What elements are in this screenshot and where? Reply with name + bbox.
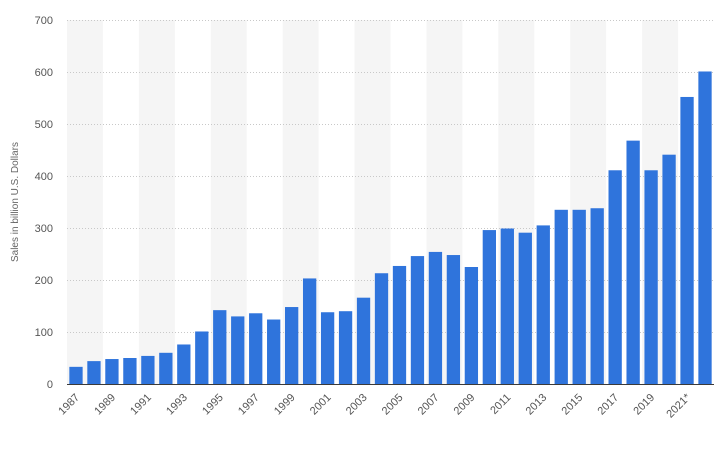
x-tick-label: 2009 [452, 392, 478, 418]
y-tick-label: 200 [35, 275, 53, 287]
x-tick-label: 2007 [416, 392, 442, 418]
bar-2005 [392, 265, 407, 384]
x-tick-label: 1999 [272, 392, 298, 418]
y-tick-label: 0 [47, 379, 53, 391]
x-tick-label: 1997 [236, 392, 262, 418]
y-tick-label: 500 [35, 119, 53, 131]
bar-2003 [356, 297, 371, 384]
bar-1991 [141, 355, 155, 384]
x-tick-label: 1987 [56, 392, 82, 418]
bar-1988 [87, 361, 101, 384]
background-band [67, 20, 103, 384]
bar-1996 [231, 316, 245, 384]
bar-2013 [536, 225, 550, 384]
x-tick-label: 2015 [560, 392, 586, 418]
y-axis-tick-labels: 0 100 200 300 400 500 600 700 [35, 15, 53, 391]
bar-2004 [374, 273, 389, 384]
bar-2009 [464, 267, 479, 384]
bar-2006 [410, 256, 425, 384]
x-axis-tick-labels: 1987 1989 1991 1993 1995 1997 1999 2001 2003 2005… [56, 391, 693, 420]
bar-1992 [159, 352, 173, 384]
bar-2020 [662, 154, 676, 384]
x-tick-label: 2019 [631, 392, 657, 418]
bar-1989 [105, 359, 119, 384]
x-tick-label: 2003 [344, 392, 370, 418]
x-tick-label: 1993 [164, 392, 190, 418]
bar-1997 [249, 313, 263, 384]
bar-2007 [428, 251, 443, 384]
bar-2008 [446, 255, 461, 384]
x-tick-label: 2011 [488, 392, 513, 417]
x-tick-label: 1989 [92, 392, 118, 418]
x-tick-label: 1995 [200, 392, 226, 418]
bar-2021* [680, 96, 694, 385]
bar-1987 [69, 366, 83, 384]
x-tick-label: 2005 [380, 392, 406, 418]
bar-2016 [590, 208, 604, 384]
bar-2012 [518, 232, 532, 384]
bar-2011 [500, 228, 514, 384]
bar-2019 [644, 170, 658, 384]
bar-2022* [698, 71, 712, 384]
bar-1990 [123, 358, 137, 384]
x-tick-label: 1991 [128, 392, 154, 418]
bar-2018 [626, 140, 640, 384]
bar-2015 [572, 209, 586, 384]
bar-2000 [302, 278, 317, 384]
x-tick-label: 2001 [308, 392, 334, 418]
x-tick-label: 2013 [524, 392, 550, 418]
bar-1995 [213, 310, 227, 384]
x-tick-label: 2021* [664, 391, 693, 420]
bar-2001 [320, 312, 335, 384]
x-tick-label: 2017 [595, 392, 621, 418]
y-tick-label: 700 [35, 15, 53, 27]
bar-2002 [338, 311, 353, 384]
bar-1994 [195, 331, 209, 384]
bar-2010 [482, 230, 496, 384]
alternating-bands [67, 20, 679, 384]
bar-2017 [608, 170, 622, 384]
y-tick-label: 100 [35, 327, 53, 339]
background-band [138, 20, 175, 384]
bar-1999 [285, 307, 299, 384]
bar-1998 [267, 319, 281, 384]
bars [69, 71, 712, 385]
bar-2014 [554, 209, 568, 384]
y-tick-label: 300 [35, 223, 53, 235]
y-tick-label: 600 [35, 67, 53, 79]
bar-1993 [177, 344, 191, 384]
y-tick-label: 400 [35, 171, 53, 183]
y-axis-label: Sales in billion U.S. Dollars [10, 142, 21, 262]
